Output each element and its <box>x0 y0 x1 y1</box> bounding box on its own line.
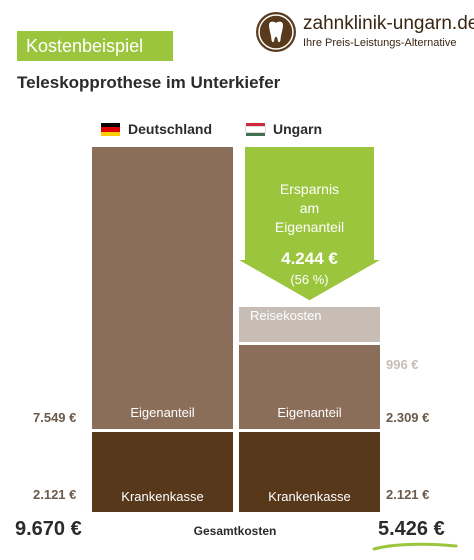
total-deutschland: 9.670 € <box>15 518 82 540</box>
value-hu-reisekosten: 996 € <box>386 357 419 372</box>
savings-line2: am <box>299 200 320 216</box>
logo-name: zahnklinik-ungarn.de <box>303 13 474 34</box>
bar-ungarn-reisekosten: Reisekosten <box>239 307 380 342</box>
savings-amount: 4.244 € <box>281 249 338 268</box>
savings-line1: Ersparnis <box>279 181 340 197</box>
value-hu-eigenanteil: 2.309 € <box>386 410 430 425</box>
bar-label-hu-eigenanteil: Eigenanteil <box>277 404 342 420</box>
bar-ungarn-eigenanteil: Eigenanteil <box>239 344 380 429</box>
country-label-deutschland: Deutschland <box>128 121 213 137</box>
bar-label-hu-krankenkasse: Krankenkasse <box>268 488 351 504</box>
bar-label-de-eigenanteil: Eigenanteil <box>130 404 195 420</box>
bar-deutschland-eigenanteil: Eigenanteil <box>92 147 233 429</box>
page-subtitle: Teleskopprothese im Unterkiefer <box>17 73 281 92</box>
bar-label-hu-reisekosten: Reisekosten <box>250 308 322 324</box>
germany-flag-icon <box>101 123 120 136</box>
savings-line3: Eigenanteil <box>274 219 345 235</box>
hungary-flag-icon <box>245 123 266 136</box>
value-de-krankenkasse: 2.121 € <box>33 487 77 502</box>
total-ungarn: 5.426 € <box>378 518 445 540</box>
total-underline-swoosh <box>372 542 458 551</box>
kostenbeispiel-badge: Kostenbeispiel <box>17 31 173 61</box>
bar-deutschland-krankenkasse: Krankenkasse <box>92 431 233 512</box>
value-hu-krankenkasse: 2.121 € <box>386 487 430 502</box>
savings-percent: (56 %) <box>290 272 329 287</box>
bar-ungarn-krankenkasse: Krankenkasse <box>239 431 380 512</box>
total-label: Gesamtkosten <box>193 524 277 538</box>
tooth-logo-icon <box>256 12 296 52</box>
logo-tagline: Ihre Preis-Leistungs-Alternative <box>303 37 457 49</box>
savings-caption: Ersparnis am Eigenanteil <box>239 180 380 237</box>
bar-label-de-krankenkasse: Krankenkasse <box>121 488 204 504</box>
country-label-ungarn: Ungarn <box>273 121 322 137</box>
value-de-eigenanteil: 7.549 € <box>33 410 77 425</box>
